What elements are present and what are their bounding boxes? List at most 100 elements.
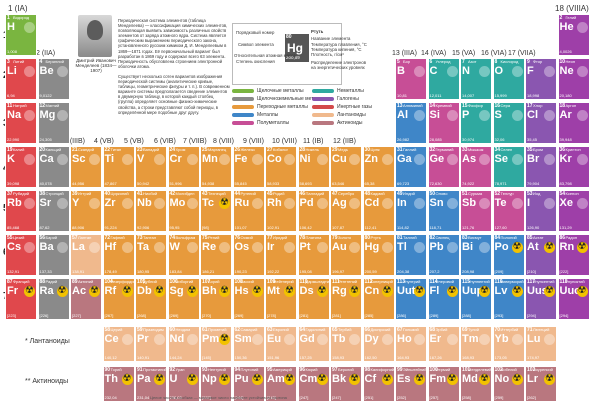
- element-cell-bi[interactable]: 83 Висмут Bi 208,98: [460, 234, 492, 276]
- element-cell-sg[interactable]: 106 Сиборгий Sg [269]: [167, 278, 200, 320]
- element-cell-at[interactable]: 85 Астат At [210]: [525, 234, 557, 276]
- element-cell-cs[interactable]: 55 Цезий Cs 132,91: [5, 234, 37, 276]
- element-cell-hs[interactable]: 108 Хассий Hs [269]: [232, 278, 265, 320]
- element-cell-si[interactable]: 14 Кремний Si 28,085: [427, 102, 460, 144]
- element-cell-th[interactable]: 90 Торий Th 232,04: [102, 366, 135, 402]
- element-cell-ge[interactable]: 32 Германий Ge 72,630: [427, 146, 460, 188]
- element-cell-be[interactable]: 4 Бериллий Be 9,0122: [37, 58, 70, 100]
- element-cell-ho[interactable]: 67 Гольмий Ho 164,93: [395, 326, 427, 362]
- element-cell-ds[interactable]: 110 Дармштадтий Ds [281]: [297, 278, 330, 320]
- element-cell-w[interactable]: 74 Вольфрам W 183,84: [167, 234, 200, 276]
- element-cell-ti[interactable]: 22 Титан Ti 47,867: [102, 146, 135, 188]
- element-cell-pr[interactable]: 59 Празеодим Pr 140,91: [135, 326, 167, 362]
- element-cell-md[interactable]: 101 Менделевий Md [258]: [460, 366, 492, 402]
- element-cell-ce[interactable]: 58 Церий Ce 140,12: [102, 326, 135, 362]
- element-cell-zr[interactable]: 40 Цирконий Zr 91,224: [102, 190, 135, 232]
- element-cell-h[interactable]: 1 Водород H 1,008: [5, 14, 37, 56]
- element-cell-mg[interactable]: 12 Магний Mg 24,305: [37, 102, 70, 144]
- element-cell-fl[interactable]: 114 Флеровий Fl [289]: [427, 278, 460, 320]
- element-cell-gd[interactable]: 64 Гадолиний Gd 157,25: [297, 326, 330, 362]
- element-cell-lu[interactable]: 71 Лютеций Lu 174,97: [525, 326, 557, 362]
- element-cell-cr[interactable]: 24 Хром Cr 51,996: [167, 146, 200, 188]
- element-cell-y[interactable]: 39 Иттрий Y 88,906: [70, 190, 102, 232]
- element-cell-ca[interactable]: 20 Кальций Ca 40,078: [37, 146, 70, 188]
- element-cell-te[interactable]: 52 Теллур Te 127,60: [492, 190, 525, 232]
- element-cell-v[interactable]: 23 Ванадий V 50,942: [135, 146, 167, 188]
- element-cell-pt[interactable]: 78 Платина Pt 195,08: [297, 234, 330, 276]
- element-cell-au[interactable]: 79 Золото Au 196,97: [330, 234, 362, 276]
- element-cell-es[interactable]: 99 Эйнштейний Es [252]: [395, 366, 427, 402]
- element-cell-sc[interactable]: 21 Скандий Sc 44,956: [70, 146, 102, 188]
- element-cell-am[interactable]: 95 Америций Am [243]: [265, 366, 297, 402]
- element-cell-na[interactable]: 11 Натрий Na 22,990: [5, 102, 37, 144]
- element-cell-fr[interactable]: 87 Франций Fr [223]: [5, 278, 37, 320]
- element-cell-tc[interactable]: 43 Технеций Tc [98]: [200, 190, 232, 232]
- element-cell-dy[interactable]: 66 Диспрозий Dy 162,50: [362, 326, 395, 362]
- element-cell-s[interactable]: 16 Сера S 32,06: [492, 102, 525, 144]
- element-cell-eu[interactable]: 63 Европий Eu 151,96: [265, 326, 297, 362]
- element-cell-rb[interactable]: 37 Рубидий Rb 85,468: [5, 190, 37, 232]
- element-cell-fe[interactable]: 26 Железо Fe 55,845: [232, 146, 265, 188]
- element-cell-ac[interactable]: 89 Актиний Ac [227]: [70, 278, 102, 320]
- element-cell-tb[interactable]: 65 Тербий Tb 158,93: [330, 326, 362, 362]
- element-cell-lr[interactable]: 103 Лоуренсий Lr [262]: [525, 366, 557, 402]
- element-cell-ra[interactable]: 88 Радий Ra [226]: [37, 278, 70, 320]
- element-cell-cl[interactable]: 17 Хлор Cl 35,45: [525, 102, 557, 144]
- element-cell-pd[interactable]: 46 Палладий Pd 106,42: [297, 190, 330, 232]
- element-cell-li[interactable]: 3 Литий Li 6,94: [5, 58, 37, 100]
- element-cell-i[interactable]: 53 Иод I 126,90: [525, 190, 557, 232]
- element-cell-mn[interactable]: 25 Марганец Mn 54,938: [200, 146, 232, 188]
- element-cell-xe[interactable]: 54 Ксенон Xe 131,29: [557, 190, 590, 232]
- element-cell-po[interactable]: 84 Полоний Po [209]: [492, 234, 525, 276]
- element-cell-he[interactable]: 2 Гелий He 4,0026: [557, 14, 590, 56]
- element-cell-ga[interactable]: 31 Галлий Ga 69,723: [395, 146, 427, 188]
- element-cell-in[interactable]: 49 Индий In 114,82: [395, 190, 427, 232]
- element-cell-rh[interactable]: 45 Родий Rh 102,91: [265, 190, 297, 232]
- element-cell-cu[interactable]: 29 Медь Cu 63,546: [330, 146, 362, 188]
- element-cell-yb[interactable]: 70 Иттербий Yb 173,05: [492, 326, 525, 362]
- element-cell-u[interactable]: 92 Уран U 238,03: [167, 366, 200, 402]
- element-cell-mo[interactable]: 42 Молибден Mo 95,95: [167, 190, 200, 232]
- element-cell-kr[interactable]: 36 Криптон Kr 83,798: [557, 146, 590, 188]
- element-cell-lv[interactable]: 116 Ливерморий Lv [293]: [492, 278, 525, 320]
- element-cell-ba[interactable]: 56 Барий Ba 137,33: [37, 234, 70, 276]
- element-cell-br[interactable]: 35 Бром Br 79,904: [525, 146, 557, 188]
- element-cell-hg[interactable]: 80 Ртуть Hg 200,59: [362, 234, 395, 276]
- element-cell-ir[interactable]: 77 Иридий Ir 192,22: [265, 234, 297, 276]
- element-cell-ni[interactable]: 28 Никель Ni 58,693: [297, 146, 330, 188]
- element-cell-er[interactable]: 68 Эрбий Er 167,26: [427, 326, 460, 362]
- element-cell-pa[interactable]: 91 Протактиний Pa 231,04: [135, 366, 167, 402]
- element-cell-zn[interactable]: 30 Цинк Zn 65,38: [362, 146, 395, 188]
- element-cell-cd[interactable]: 48 Кадмий Cd 112,41: [362, 190, 395, 232]
- element-cell-fm[interactable]: 100 Фермий Fm [257]: [427, 366, 460, 402]
- element-cell-ag[interactable]: 47 Серебро Ag 107,87: [330, 190, 362, 232]
- element-cell-co[interactable]: 27 Кобальт Co 58,933: [265, 146, 297, 188]
- element-cell-p[interactable]: 15 Фосфор P 30,974: [460, 102, 492, 144]
- element-cell-no[interactable]: 102 Нобелий No [259]: [492, 366, 525, 402]
- element-cell-tl[interactable]: 81 Таллий Tl 204,38: [395, 234, 427, 276]
- element-cell-n[interactable]: 7 Азот N 14,007: [460, 58, 492, 100]
- element-cell-sm[interactable]: 62 Самарий Sm 150,36: [232, 326, 265, 362]
- element-cell-rg[interactable]: 111 Рентгений Rg [281]: [330, 278, 362, 320]
- element-cell-se[interactable]: 34 Селен Se 78,971: [492, 146, 525, 188]
- element-cell-as[interactable]: 33 Мышьяк As 74,922: [460, 146, 492, 188]
- element-cell-ta[interactable]: 73 Тантал Ta 180,95: [135, 234, 167, 276]
- element-cell-ar[interactable]: 18 Аргон Ar 39,948: [557, 102, 590, 144]
- element-cell-f[interactable]: 9 Фтор F 18,998: [525, 58, 557, 100]
- element-cell-sb[interactable]: 51 Сурьма Sb 121,76: [460, 190, 492, 232]
- element-cell-cm[interactable]: 96 Кюрий Cm [247]: [297, 366, 330, 402]
- element-cell-hf[interactable]: 72 Гафний Hf 178,49: [102, 234, 135, 276]
- element-cell-k[interactable]: 19 Калий K 39,098: [5, 146, 37, 188]
- element-cell-rf[interactable]: 104 Резерфордий Rf [267]: [102, 278, 135, 320]
- element-cell-pu[interactable]: 94 Плутоний Pu [244]: [232, 366, 265, 402]
- element-cell-mt[interactable]: 109 Мейтнерий Mt [278]: [265, 278, 297, 320]
- element-cell-la[interactable]: 57 Лантан La 138,91: [70, 234, 102, 276]
- element-cell-uuo[interactable]: 118 Унуноктий Uuo [294]: [557, 278, 590, 320]
- element-cell-nd[interactable]: 60 Неодим Nd 144,24: [167, 326, 200, 362]
- element-cell-uus[interactable]: 117 Унунсептий Uus [294]: [525, 278, 557, 320]
- element-cell-o[interactable]: 8 Кислород O 15,999: [492, 58, 525, 100]
- element-cell-rn[interactable]: 86 Радон Rn [222]: [557, 234, 590, 276]
- element-cell-bk[interactable]: 97 Берклий Bk [247]: [330, 366, 362, 402]
- element-cell-cn[interactable]: 112 Коперниций Cn [285]: [362, 278, 395, 320]
- element-cell-cf[interactable]: 98 Калифорний Cf [251]: [362, 366, 395, 402]
